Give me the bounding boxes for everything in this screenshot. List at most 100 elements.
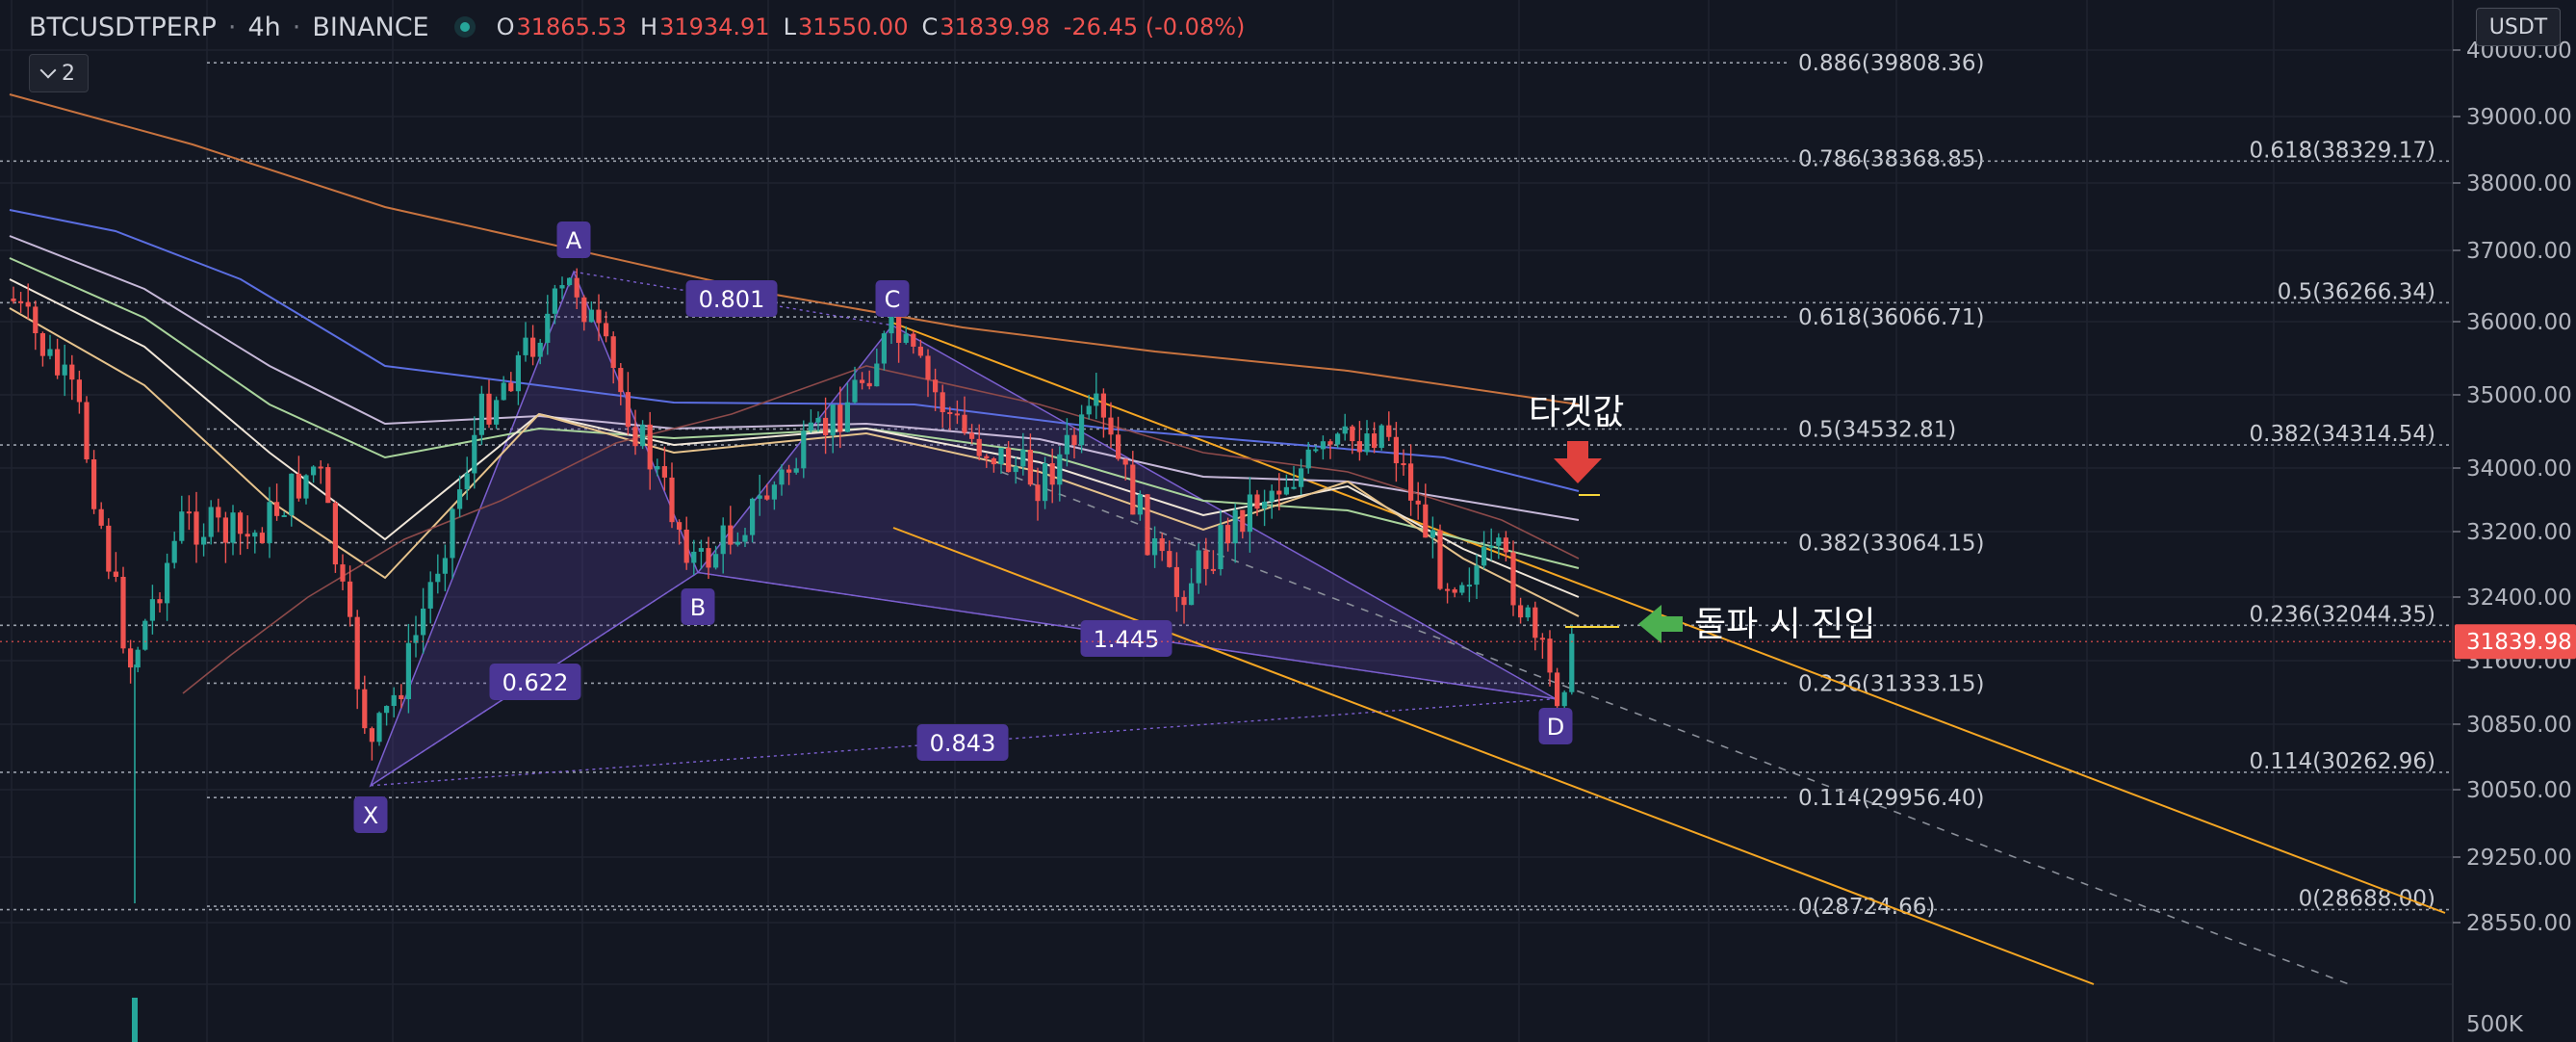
- pattern-ratio-line: [370, 571, 699, 787]
- candle-body: [1159, 537, 1165, 552]
- pattern-ratio-label: 0.843: [916, 724, 1009, 761]
- candle-body: [881, 333, 887, 364]
- candle-body: [742, 534, 748, 542]
- candle-body: [1071, 434, 1077, 446]
- candle-body: [1218, 525, 1224, 570]
- candle-body: [1401, 463, 1406, 466]
- candle-body: [33, 306, 39, 334]
- candle-body: [25, 301, 31, 307]
- candle-body: [574, 277, 580, 298]
- candle-body: [442, 558, 448, 574]
- candle-body: [947, 411, 953, 414]
- candle-body: [369, 728, 374, 742]
- candle-body: [976, 438, 982, 456]
- pattern-point-label-box: [353, 796, 388, 833]
- candle-body: [917, 346, 923, 356]
- candle-body: [318, 466, 323, 469]
- candle-body: [1100, 393, 1106, 418]
- pattern-ratio-label-text: 0.843: [930, 730, 996, 757]
- candle-body: [1145, 494, 1150, 556]
- candle-body: [1555, 672, 1560, 707]
- candle-body: [1116, 434, 1121, 459]
- candle-body: [801, 430, 807, 469]
- candle-body: [1350, 426, 1355, 442]
- volume-axis-label: 500K: [2466, 1012, 2524, 1037]
- candle-body: [1137, 494, 1143, 515]
- candle-body: [472, 434, 477, 474]
- candle-body: [1518, 605, 1524, 618]
- pattern-point-label-box: [681, 588, 715, 625]
- candle-body: [84, 402, 90, 459]
- interval-label[interactable]: 4h: [247, 12, 281, 42]
- price-tick-label: 32400.00: [2466, 586, 2572, 611]
- candle-body: [274, 502, 280, 516]
- candle-body: [1488, 545, 1494, 548]
- candle-body: [632, 427, 638, 447]
- candle-body: [896, 314, 902, 343]
- candle-body: [362, 689, 368, 729]
- pattern-point-label-text: B: [690, 594, 706, 621]
- channel-lower-line: [892, 527, 2095, 985]
- low-value: 31550.00: [797, 13, 909, 40]
- candle-body: [764, 495, 770, 500]
- candle-body: [1466, 585, 1472, 587]
- pattern-ratio-label: 0.801: [685, 280, 778, 317]
- indicators-collapse-button[interactable]: 2: [29, 54, 89, 92]
- currency-button[interactable]: USDT: [2476, 8, 2561, 46]
- candle-body: [391, 694, 397, 707]
- candle-body: [1291, 486, 1297, 489]
- open-value: 31865.53: [516, 13, 628, 40]
- candle-body: [216, 507, 221, 518]
- candle-body: [771, 484, 777, 500]
- candle-body: [1356, 441, 1362, 453]
- channel-mid-line: [1000, 471, 2350, 985]
- low-key: L: [783, 13, 796, 40]
- separator-dot: ·: [227, 12, 237, 42]
- candle-body: [1130, 464, 1136, 515]
- candle-body: [837, 404, 843, 432]
- fib-right-label: 0.618(38329.17): [2249, 138, 2435, 163]
- candle-body: [1393, 436, 1399, 464]
- fib-left-label: 0.114(29956.40): [1798, 786, 1985, 811]
- candle-body: [47, 349, 53, 356]
- candle-body: [281, 514, 287, 517]
- candle-body: [405, 642, 411, 699]
- candle-body: [581, 297, 587, 323]
- candle-body: [478, 393, 484, 435]
- candle-body: [98, 508, 104, 526]
- entry-arrow-icon: [1638, 605, 1683, 643]
- pattern-point-label: D: [1538, 708, 1573, 744]
- candle-body: [55, 349, 61, 376]
- candle-body: [823, 417, 829, 436]
- candle-body: [1276, 490, 1282, 495]
- candle-body: [413, 635, 419, 643]
- candle-body: [113, 571, 118, 577]
- candle-body: [142, 620, 148, 650]
- price-tick-label: 33200.00: [2466, 520, 2572, 545]
- candle-body: [421, 608, 426, 636]
- pattern-point-label-text: A: [566, 227, 582, 254]
- ohlc-values: O31865.53 H31934.91 L31550.00 C31839.98 …: [497, 13, 1246, 40]
- candle-body: [296, 473, 301, 499]
- candle-body: [18, 300, 24, 303]
- pattern-point-label-box: [875, 280, 910, 317]
- price-tick-label: 37000.00: [2466, 239, 2572, 264]
- price-axis: 40000.0039000.0038000.0037000.0036000.00…: [2452, 0, 2576, 1042]
- candle-body: [238, 512, 244, 534]
- candle-body: [911, 333, 916, 347]
- candle-body: [604, 323, 609, 337]
- pattern-ratio-label-text: 0.622: [502, 669, 569, 696]
- candle-body: [1496, 537, 1502, 546]
- volume-bar: [132, 998, 138, 1042]
- candle-body: [303, 475, 309, 499]
- fib-left-label: 0.886(39808.36): [1798, 51, 1985, 76]
- candle-body: [399, 694, 404, 699]
- candle-body: [523, 337, 528, 355]
- pattern-ratio-label-text: 1.445: [1094, 626, 1160, 653]
- pattern-point-label-text: X: [363, 802, 378, 829]
- candle-body: [1203, 550, 1209, 569]
- symbol-name[interactable]: BTCUSDTPERP: [29, 12, 217, 42]
- candle-body: [348, 581, 353, 617]
